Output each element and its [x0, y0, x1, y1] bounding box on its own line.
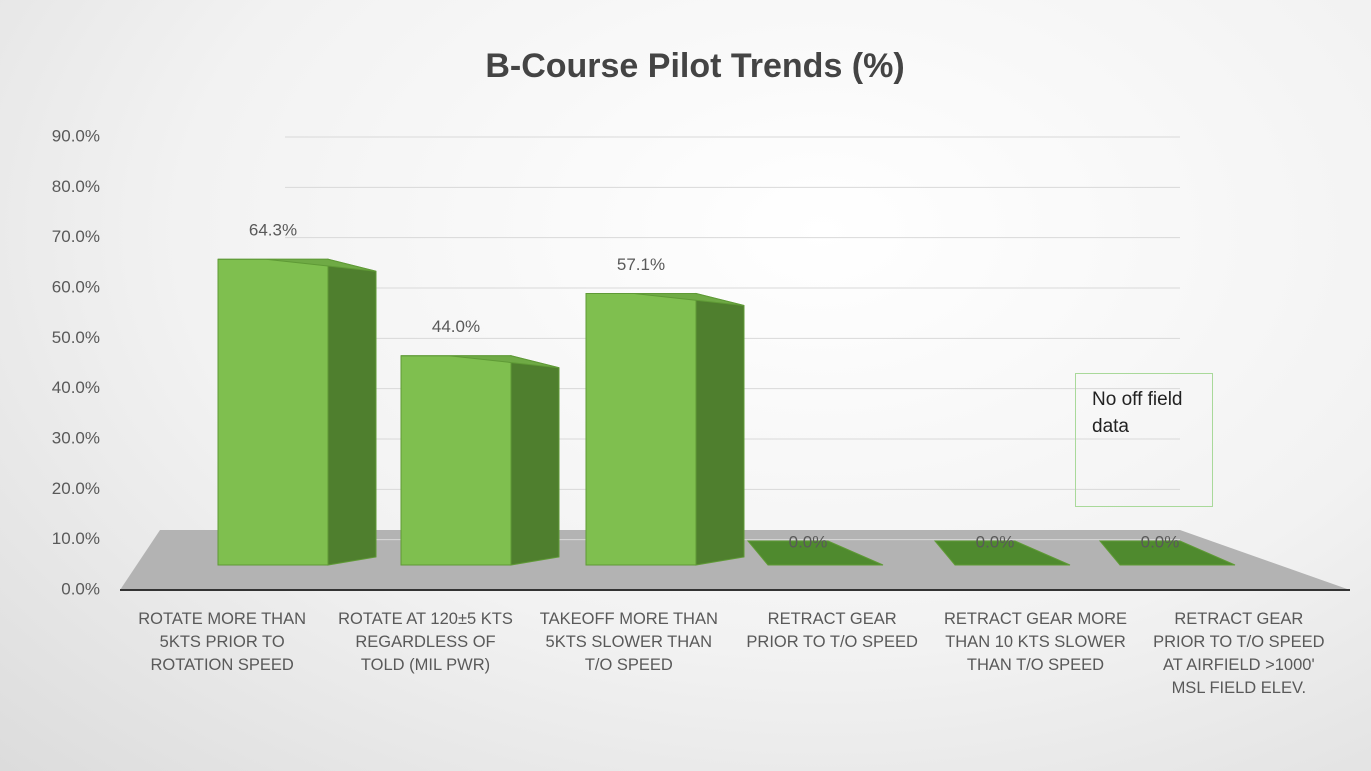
bar: [400, 355, 560, 566]
bar-front: [585, 292, 697, 566]
y-tick-label: 30.0%: [52, 428, 100, 447]
y-tick-label: 80.0%: [52, 177, 100, 196]
y-tick-label: 70.0%: [52, 227, 100, 246]
value-label: 57.1%: [617, 255, 665, 274]
x-tick-label: ROTATE MORE THAN 5KTS PRIOR TO ROTATION …: [138, 610, 307, 674]
x-tick-label: TAKEOFF MORE THAN 5KTS SLOWER THAN T/O S…: [539, 610, 718, 674]
annotation: No off field data: [1075, 373, 1213, 507]
value-label: 0.0%: [976, 532, 1015, 551]
bar: [933, 540, 1071, 566]
bar-side: [695, 292, 745, 566]
y-tick-label: 90.0%: [52, 126, 100, 145]
x-tick-label: RETRACT GEAR MORE THAN 10 KTS SLOWER THA…: [943, 610, 1128, 674]
bar-top: [401, 355, 560, 369]
y-tick-label: 40.0%: [52, 378, 100, 397]
value-label: 64.3%: [249, 221, 297, 240]
chart-title: B-Course Pilot Trends (%): [485, 47, 904, 85]
bar-flat: [746, 540, 884, 566]
bar-top: [218, 258, 377, 272]
x-tick-label: RETRACT GEAR PRIOR TO T/O SPEED AT AIRFI…: [1153, 610, 1325, 697]
x-tick-label: RETRACT GEAR PRIOR TO T/O SPEED: [746, 610, 918, 651]
bar: [217, 258, 377, 566]
value-label: 0.0%: [789, 532, 828, 551]
y-tick-label: 50.0%: [52, 328, 100, 347]
bar-top: [586, 292, 745, 306]
bar-front: [400, 355, 512, 566]
x-tick-label: ROTATE AT 120±5 KTS REGARDLESS OF TOLD (…: [338, 610, 513, 674]
bar: [1098, 540, 1236, 566]
bar: [746, 540, 884, 566]
bar-front: [217, 258, 329, 566]
bar: [585, 292, 745, 566]
bar-side: [510, 355, 560, 566]
bar-flat: [933, 540, 1071, 566]
y-tick-label: 60.0%: [52, 277, 100, 296]
y-tick-label: 20.0%: [52, 479, 100, 498]
value-label: 0.0%: [1141, 532, 1180, 551]
bar-side: [327, 258, 377, 566]
value-label: 44.0%: [432, 317, 480, 336]
bar-flat: [1098, 540, 1236, 566]
y-tick-label: 10.0%: [52, 529, 100, 548]
y-tick-label: 0.0%: [61, 579, 100, 598]
